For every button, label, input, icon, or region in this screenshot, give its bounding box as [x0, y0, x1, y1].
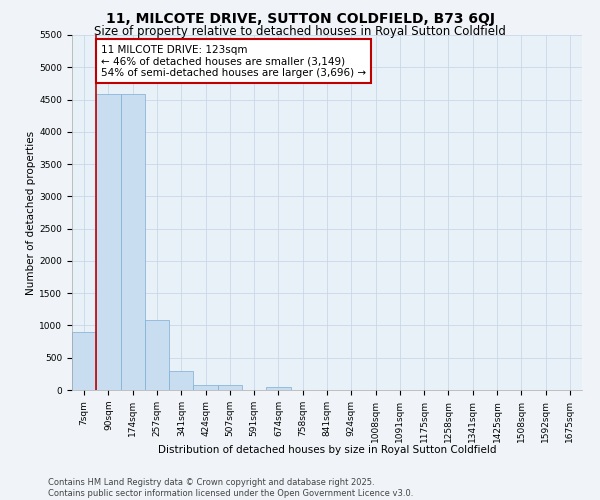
Bar	[218, 385, 242, 390]
Bar	[169, 372, 193, 390]
Text: 11, MILCOTE DRIVE, SUTTON COLDFIELD, B73 6QJ: 11, MILCOTE DRIVE, SUTTON COLDFIELD, B73…	[106, 12, 494, 26]
Bar	[121, 94, 145, 390]
Y-axis label: Number of detached properties: Number of detached properties	[26, 130, 37, 294]
Text: Contains HM Land Registry data © Crown copyright and database right 2025.
Contai: Contains HM Land Registry data © Crown c…	[48, 478, 413, 498]
Bar	[145, 320, 169, 390]
Bar	[72, 332, 96, 390]
Bar	[96, 94, 121, 390]
Text: Size of property relative to detached houses in Royal Sutton Coldfield: Size of property relative to detached ho…	[94, 25, 506, 38]
X-axis label: Distribution of detached houses by size in Royal Sutton Coldfield: Distribution of detached houses by size …	[158, 444, 496, 454]
Text: 11 MILCOTE DRIVE: 123sqm
← 46% of detached houses are smaller (3,149)
54% of sem: 11 MILCOTE DRIVE: 123sqm ← 46% of detach…	[101, 44, 366, 78]
Bar	[193, 385, 218, 390]
Bar	[266, 387, 290, 390]
